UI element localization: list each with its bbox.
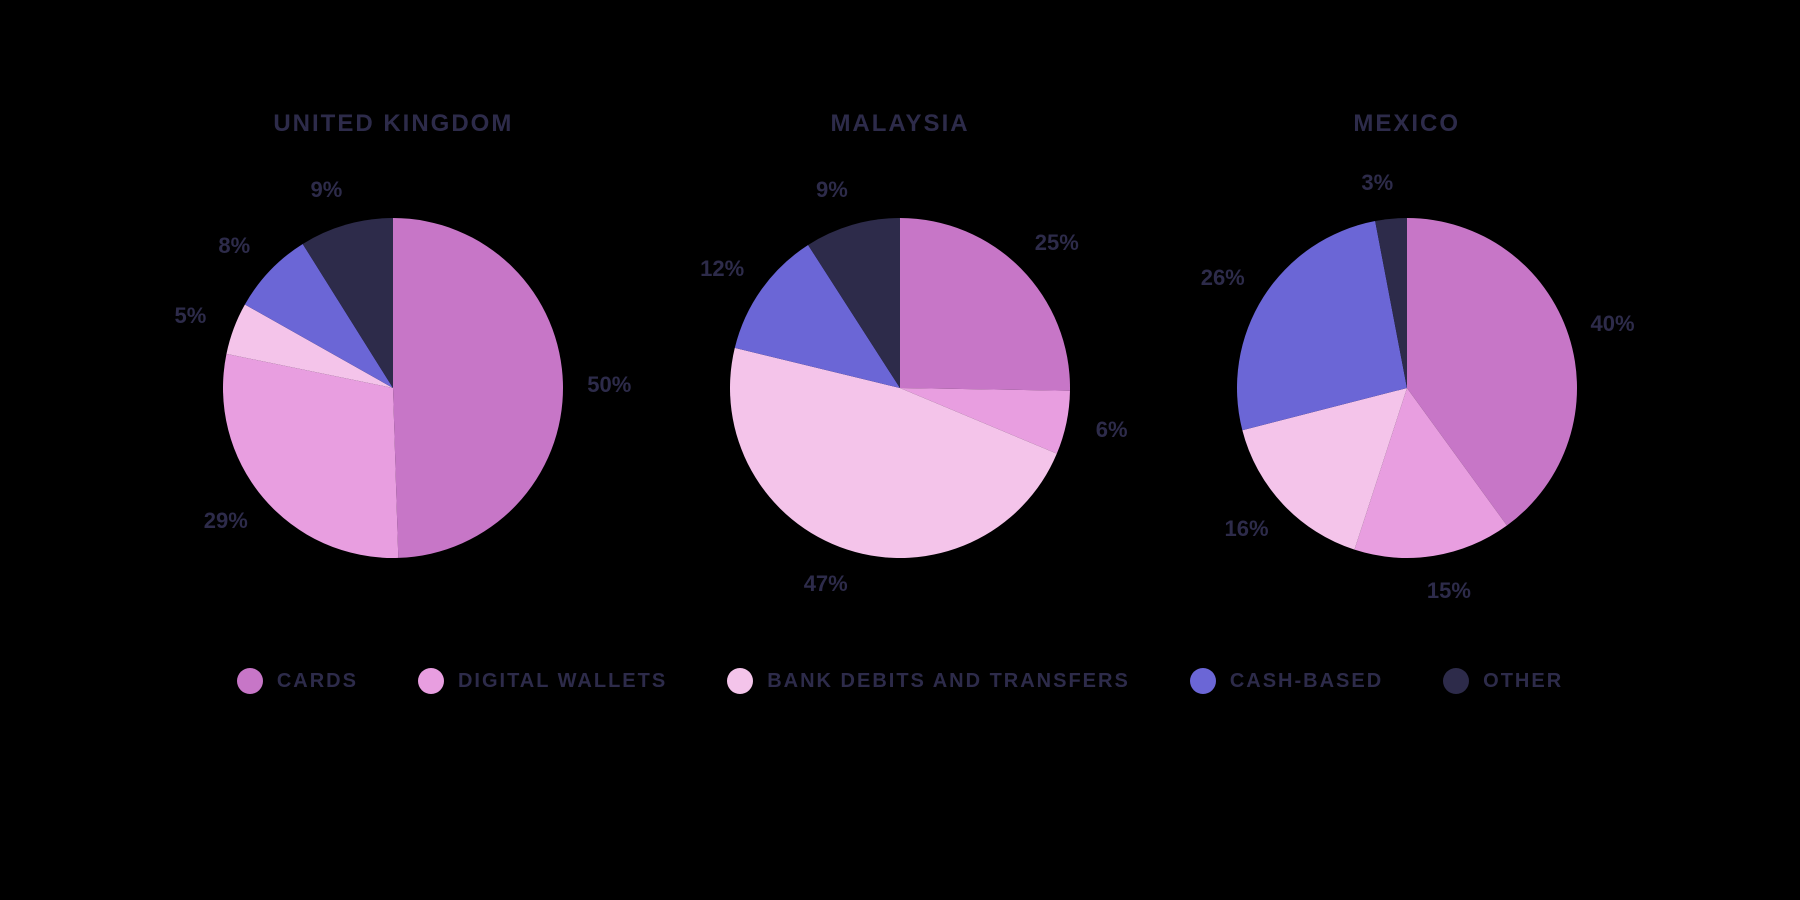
- legend-item: BANK DEBITS AND TRANSFERS: [727, 668, 1130, 694]
- pie-chart: 25%6%47%12%9%: [690, 178, 1110, 598]
- chart-title: MEXICO: [1353, 110, 1460, 138]
- slice-label: 47%: [804, 571, 848, 597]
- legend-label: BANK DEBITS AND TRANSFERS: [767, 670, 1130, 693]
- chart-cell: MALAYSIA 25% 6% 47% 12% 9%: [667, 110, 1134, 598]
- slice-label: 6%: [1096, 417, 1128, 443]
- slice-label: 3%: [1361, 170, 1393, 196]
- charts-row: UNITED KINGDOM 50% 29% 5% 8% 9% MALAYSIA 25% 6% 4…: [160, 110, 1640, 598]
- legend-item: OTHER: [1443, 668, 1563, 694]
- slice-label: 16%: [1224, 516, 1268, 542]
- legend-swatch-icon: [418, 668, 444, 694]
- pie-slice-cards: [393, 218, 563, 558]
- slice-label: 26%: [1201, 265, 1245, 291]
- slice-label: 50%: [587, 372, 631, 398]
- slice-label: 25%: [1035, 230, 1079, 256]
- slice-label: 5%: [174, 303, 206, 329]
- chart-stage: UNITED KINGDOM 50% 29% 5% 8% 9% MALAYSIA 25% 6% 4…: [100, 50, 1700, 850]
- slice-label: 8%: [218, 233, 250, 259]
- legend-label: CARDS: [277, 670, 358, 693]
- legend-label: OTHER: [1483, 670, 1563, 693]
- pie-chart: 50%29%5%8%9%: [183, 178, 603, 598]
- chart-cell: MEXICO40%15%16%26%3%: [1173, 110, 1640, 598]
- pie-slice-wallets: [223, 354, 398, 558]
- legend: CARDS DIGITAL WALLETS BANK DEBITS AND TRAN…: [160, 668, 1640, 694]
- legend-label: DIGITAL WALLETS: [458, 670, 667, 693]
- slice-label: 12%: [700, 256, 744, 282]
- slice-label: 29%: [204, 508, 248, 534]
- legend-item: CARDS: [237, 668, 358, 694]
- slice-label: 15%: [1427, 578, 1471, 604]
- legend-label: CASH-BASED: [1230, 670, 1383, 693]
- slice-label: 40%: [1591, 311, 1635, 337]
- pie-chart: 40%15%16%26%3%: [1197, 178, 1617, 598]
- chart-title: MALAYSIA: [830, 110, 969, 138]
- legend-swatch-icon: [1443, 668, 1469, 694]
- legend-item: CASH-BASED: [1190, 668, 1383, 694]
- legend-item: DIGITAL WALLETS: [418, 668, 667, 694]
- legend-swatch-icon: [237, 668, 263, 694]
- chart-title: UNITED KINGDOM: [273, 110, 513, 138]
- slice-label: 9%: [816, 177, 848, 203]
- slice-label: 9%: [311, 177, 343, 203]
- legend-swatch-icon: [727, 668, 753, 694]
- legend-swatch-icon: [1190, 668, 1216, 694]
- chart-cell: UNITED KINGDOM50%29%5%8%9%: [160, 110, 627, 598]
